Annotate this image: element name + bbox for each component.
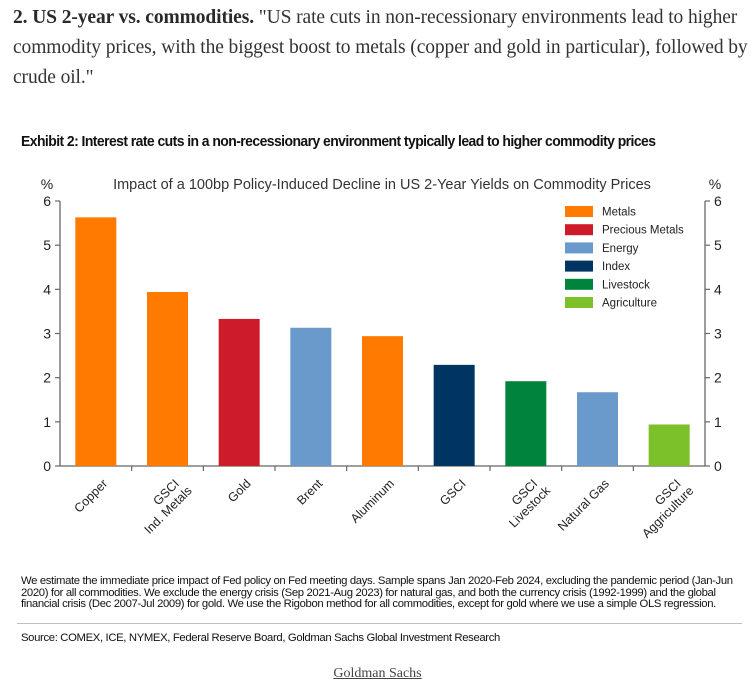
x-label: Natural Gas (555, 477, 612, 534)
intro-quote: "US rate cuts in non-recessionary enviro… (13, 7, 748, 88)
legend-label: Metals (602, 207, 636, 219)
x-label-line: GSCI (437, 477, 469, 509)
y-tick-label-left: 5 (43, 237, 51, 253)
bar (362, 336, 403, 466)
y-tick-label-right: 4 (714, 281, 722, 297)
bars (75, 217, 690, 466)
x-label: Gold (225, 477, 254, 506)
chart-footnote: We estimate the immediate price impact o… (21, 575, 733, 610)
legend-label: Energy (602, 243, 639, 255)
x-label-line: Aluminum (348, 477, 397, 526)
bar (218, 318, 260, 466)
x-label-line: Natural Gas (555, 477, 612, 534)
y-tick-label-left: 1 (43, 414, 51, 430)
legend-swatch (565, 242, 593, 254)
legend-swatch (565, 278, 593, 290)
bar (577, 392, 618, 466)
y-tick-label-right: 6 (714, 193, 722, 209)
y-tick-label-left: 6 (43, 193, 51, 209)
article-intro: 2. US 2-year vs. commodities. "US rate c… (13, 3, 748, 93)
x-label-line: Brent (294, 476, 325, 507)
legend-label: Precious Metals (602, 225, 684, 237)
y-tick-label-right: 3 (714, 326, 722, 342)
y-tick-label-right: 0 (714, 458, 722, 474)
intro-heading: 2. US 2-year vs. commodities. (13, 7, 255, 28)
legend-swatch (565, 297, 593, 308)
x-label-line: Copper (71, 477, 110, 516)
x-label: Brent (294, 476, 325, 507)
legend-swatch (565, 260, 593, 272)
y-axis-unit-right: % (709, 176, 721, 192)
legend-label: Agriculture (602, 298, 657, 310)
chart-title: Impact of a 100bp Policy-Induced Decline… (113, 177, 651, 193)
y-tick-label-left: 0 (43, 458, 51, 474)
x-label-line: Gold (225, 477, 254, 506)
bar (75, 217, 117, 466)
legend-swatch (565, 206, 593, 217)
bar (505, 381, 547, 466)
legend: Metals Precious Metals Energy Index Livestoc… (565, 206, 684, 310)
bar (147, 291, 188, 466)
x-label: GSCI (437, 477, 469, 509)
y-tick-label-right: 1 (714, 414, 722, 430)
x-label: Aluminum (348, 477, 397, 526)
legend-label: Index (602, 261, 630, 273)
bar (433, 364, 475, 466)
separator (17, 623, 742, 624)
y-tick-label-right: 5 (714, 237, 722, 253)
y-tick-label-left: 3 (43, 326, 51, 342)
source-note: Source: COMEX, ICE, NYMEX, Federal Reser… (21, 632, 500, 644)
x-label: Copper (71, 477, 110, 516)
axes: 0 0 1 1 2 2 3 3 4 4 5 5 6 6 (43, 193, 722, 474)
exhibit-title: Exhibit 2: Interest rate cuts in a non-r… (21, 133, 656, 150)
legend-swatch (565, 224, 593, 236)
bar (290, 327, 332, 466)
bar (648, 424, 690, 466)
y-tick-label-right: 2 (714, 370, 722, 386)
legend-label: Livestock (602, 279, 650, 291)
y-tick-label-left: 2 (43, 370, 51, 386)
goldman-sachs-link[interactable]: Goldman Sachs (333, 666, 422, 681)
y-axis-unit-left: % (41, 176, 53, 192)
bar-chart: % % Impact of a 100bp Policy-Induced Dec… (41, 176, 722, 541)
y-tick-label-left: 4 (43, 281, 51, 297)
credit: Goldman Sachs (0, 666, 755, 682)
